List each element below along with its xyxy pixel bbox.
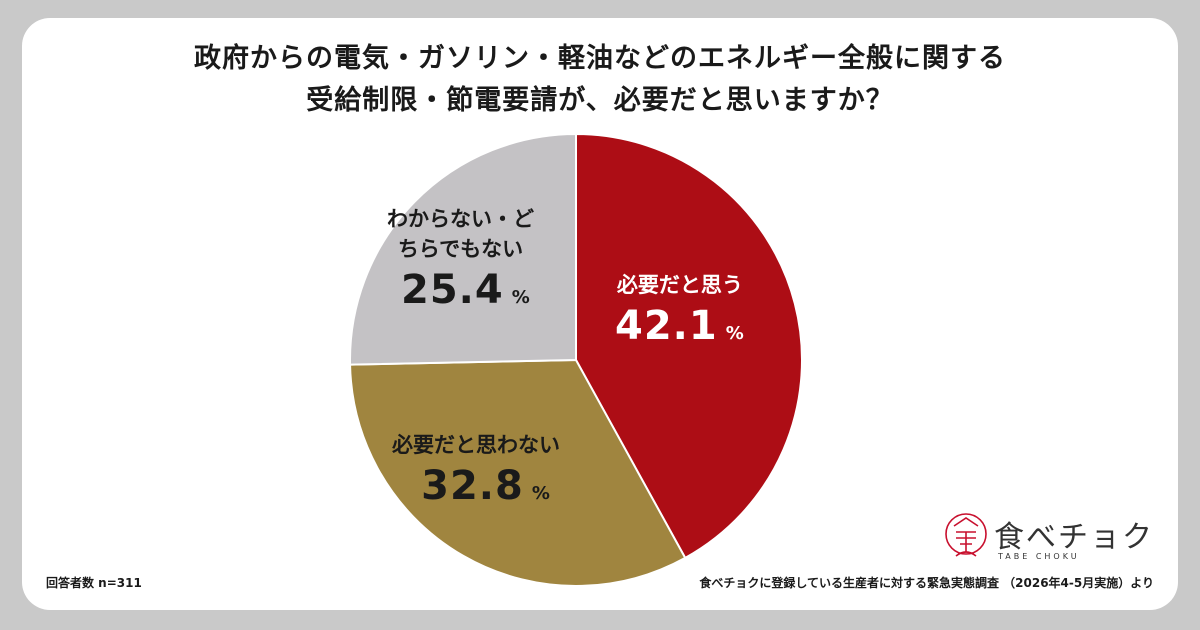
pie-slice-agree: [575, 132, 803, 560]
pie-slice-disagree: [349, 358, 687, 587]
slice-value-unsure: 25.4%: [401, 267, 531, 313]
sample-size-note: 回答者数 n=311: [46, 576, 142, 590]
logo-name: 食べチョク: [994, 520, 1154, 555]
slice-value-agree: 42.1%: [615, 303, 745, 349]
tabechoku-logo: 食べチョク TABE CHOKU: [942, 508, 1152, 568]
title-line-2: 受給制限・節電要請が、必要だと思いますか？: [306, 85, 894, 116]
slice-value-disagree: 32.8%: [421, 463, 551, 509]
slice-name-disagree: 必要だと思わない: [392, 433, 560, 457]
source-note: 食べチョクに登録している生産者に対する緊急実態調査 （2026年4-5月実施）よ…: [699, 576, 1154, 590]
pie-slice-unsure: [349, 132, 577, 366]
logo-subtitle: TABE CHOKU: [998, 552, 1080, 561]
slice-label-disagree: 必要だと思わない 32.8%: [392, 430, 560, 520]
title-line-1: 政府からの電気・ガソリン・軽油などのエネルギー全般に関する: [194, 43, 1006, 74]
slice-name-unsure-2: ちらでもない: [397, 237, 524, 261]
logo-mark-icon: [945, 513, 987, 557]
slice-label-agree: 必要だと思う 42.1%: [615, 270, 745, 360]
chart-card: 政府からの電気・ガソリン・軽油などのエネルギー全般に関する 受給制限・節電要請が…: [22, 18, 1178, 610]
slice-name-unsure-1: わからない・ど: [387, 207, 534, 231]
slice-name-agree: 必要だと思う: [616, 273, 743, 297]
chart-title: 政府からの電気・ガソリン・軽油などのエネルギー全般に関する 受給制限・節電要請が…: [22, 38, 1178, 122]
pie-chart: [349, 132, 803, 587]
slice-label-unsure: わからない・ど ちらでもない 25.4%: [387, 204, 534, 324]
